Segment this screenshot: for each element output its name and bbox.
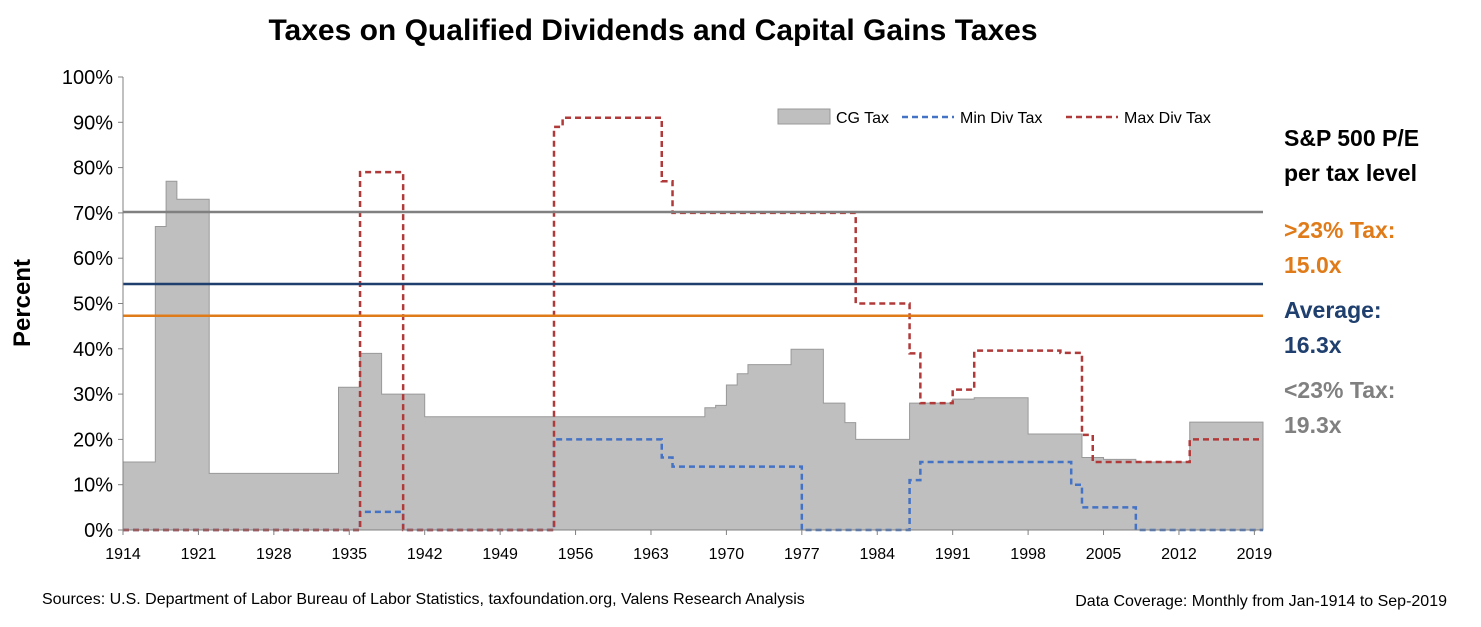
y-tick-label: 70% xyxy=(73,203,113,225)
y-tick-label: 0% xyxy=(84,520,113,542)
legend-label-min-div-tax: Min Div Tax xyxy=(960,110,1042,127)
x-tick-label: 2005 xyxy=(1086,546,1122,563)
x-tick-label: 1998 xyxy=(1010,546,1046,563)
x-tick-label: 1984 xyxy=(859,546,895,563)
x-tick-label: 2019 xyxy=(1237,546,1273,563)
legend-label-max-div-tax: Max Div Tax xyxy=(1124,110,1211,127)
sources-note: Sources: U.S. Department of Labor Bureau… xyxy=(42,591,805,608)
x-tick-label: 1991 xyxy=(935,546,971,563)
x-tick-label: 1914 xyxy=(105,546,141,563)
x-tick-label: 1949 xyxy=(482,546,518,563)
x-tick-label: 1942 xyxy=(407,546,443,563)
x-tick-label: 1970 xyxy=(709,546,745,563)
side-panel: S&P 500 P/E per tax level >23% Tax: 15.0… xyxy=(1284,125,1419,438)
x-tick-label: 1956 xyxy=(558,546,594,563)
y-axis-ticks: 0% 10% 20% 30% 40% 50% 60% 70% 80% 90% 100% xyxy=(62,67,123,542)
y-tick-label: 100% xyxy=(62,67,113,89)
max-div-tax-line xyxy=(123,116,1263,532)
low-tax-label: <23% Tax: xyxy=(1284,377,1395,403)
x-tick-label: 1935 xyxy=(331,546,367,563)
average-label: Average: xyxy=(1284,297,1382,323)
legend-label-cg-tax: CG Tax xyxy=(836,110,889,127)
x-tick-label: 2012 xyxy=(1161,546,1197,563)
x-tick-label: 1928 xyxy=(256,546,292,563)
y-tick-label: 40% xyxy=(73,339,113,361)
legend-swatch-cg-tax xyxy=(777,108,831,125)
y-tick-label: 90% xyxy=(73,112,113,134)
y-tick-label: 20% xyxy=(73,429,113,451)
y-tick-label: 30% xyxy=(73,384,113,406)
average-value: 16.3x xyxy=(1284,332,1342,358)
cg-tax-area xyxy=(122,180,1264,531)
side-heading-line2: per tax level xyxy=(1284,160,1417,186)
y-axis-label: Percent xyxy=(9,259,36,347)
x-tick-label: 1963 xyxy=(633,546,669,563)
y-tick-label: 50% xyxy=(73,294,113,316)
reference-lines xyxy=(123,210,1263,317)
plot-series xyxy=(122,116,1264,532)
x-tick-label: 1977 xyxy=(784,546,820,563)
chart-title: Taxes on Qualified Dividends and Capital… xyxy=(268,14,1037,47)
x-tick-label: 1921 xyxy=(181,546,217,563)
y-tick-label: 80% xyxy=(73,158,113,180)
coverage-note: Data Coverage: Monthly from Jan-1914 to … xyxy=(1075,593,1447,610)
side-heading-line1: S&P 500 P/E xyxy=(1284,125,1419,151)
legend: CG Tax Min Div Tax Max Div Tax xyxy=(777,108,1211,127)
high-tax-value: 15.0x xyxy=(1284,252,1342,278)
low-tax-value: 19.3x xyxy=(1284,412,1342,438)
x-axis-ticks: 1914 1921 1928 1935 1942 1949 1956 1963 1970 1977… xyxy=(105,530,1272,563)
high-tax-label: >23% Tax: xyxy=(1284,217,1395,243)
y-tick-label: 60% xyxy=(73,248,113,270)
y-tick-label: 10% xyxy=(73,475,113,497)
